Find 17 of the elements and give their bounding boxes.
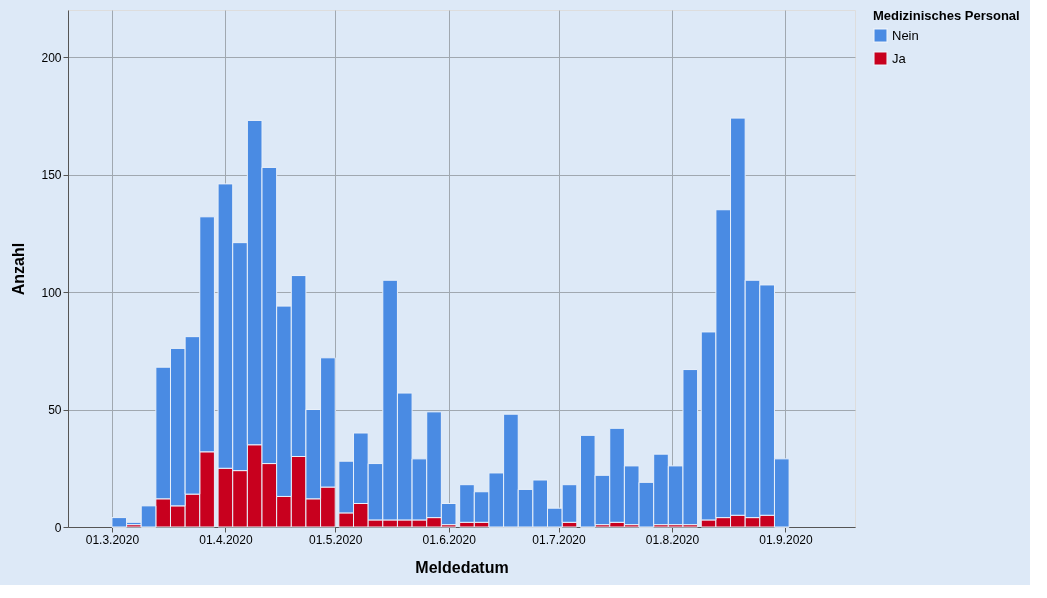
y-tick-label: 100 [41, 285, 62, 300]
y-tick-label: 200 [41, 50, 62, 65]
x-tick-label: 01.3.2020 [85, 532, 140, 547]
y-tick-label: 50 [48, 403, 62, 417]
x-tick-label: 01.9.2020 [759, 532, 813, 547]
y-tick-label: 0 [54, 520, 62, 535]
x-tick-label: 01.5.2020 [309, 532, 363, 547]
legend-label: Nein [892, 27, 919, 43]
x-tick-label: 01.4.2020 [199, 532, 253, 547]
x-tick-label: 01.7.2020 [532, 532, 587, 547]
x-tick-label: 01.8.2020 [645, 532, 700, 547]
x-axis-title: Meldedatum [415, 558, 509, 576]
x-tick-label: 01.6.2020 [422, 532, 477, 547]
legend-title: Medizinisches Personal [873, 8, 1020, 23]
legend-label: Ja [892, 50, 907, 66]
y-axis-title: Anzahl [10, 242, 28, 296]
y-tick-label: 150 [41, 168, 62, 182]
